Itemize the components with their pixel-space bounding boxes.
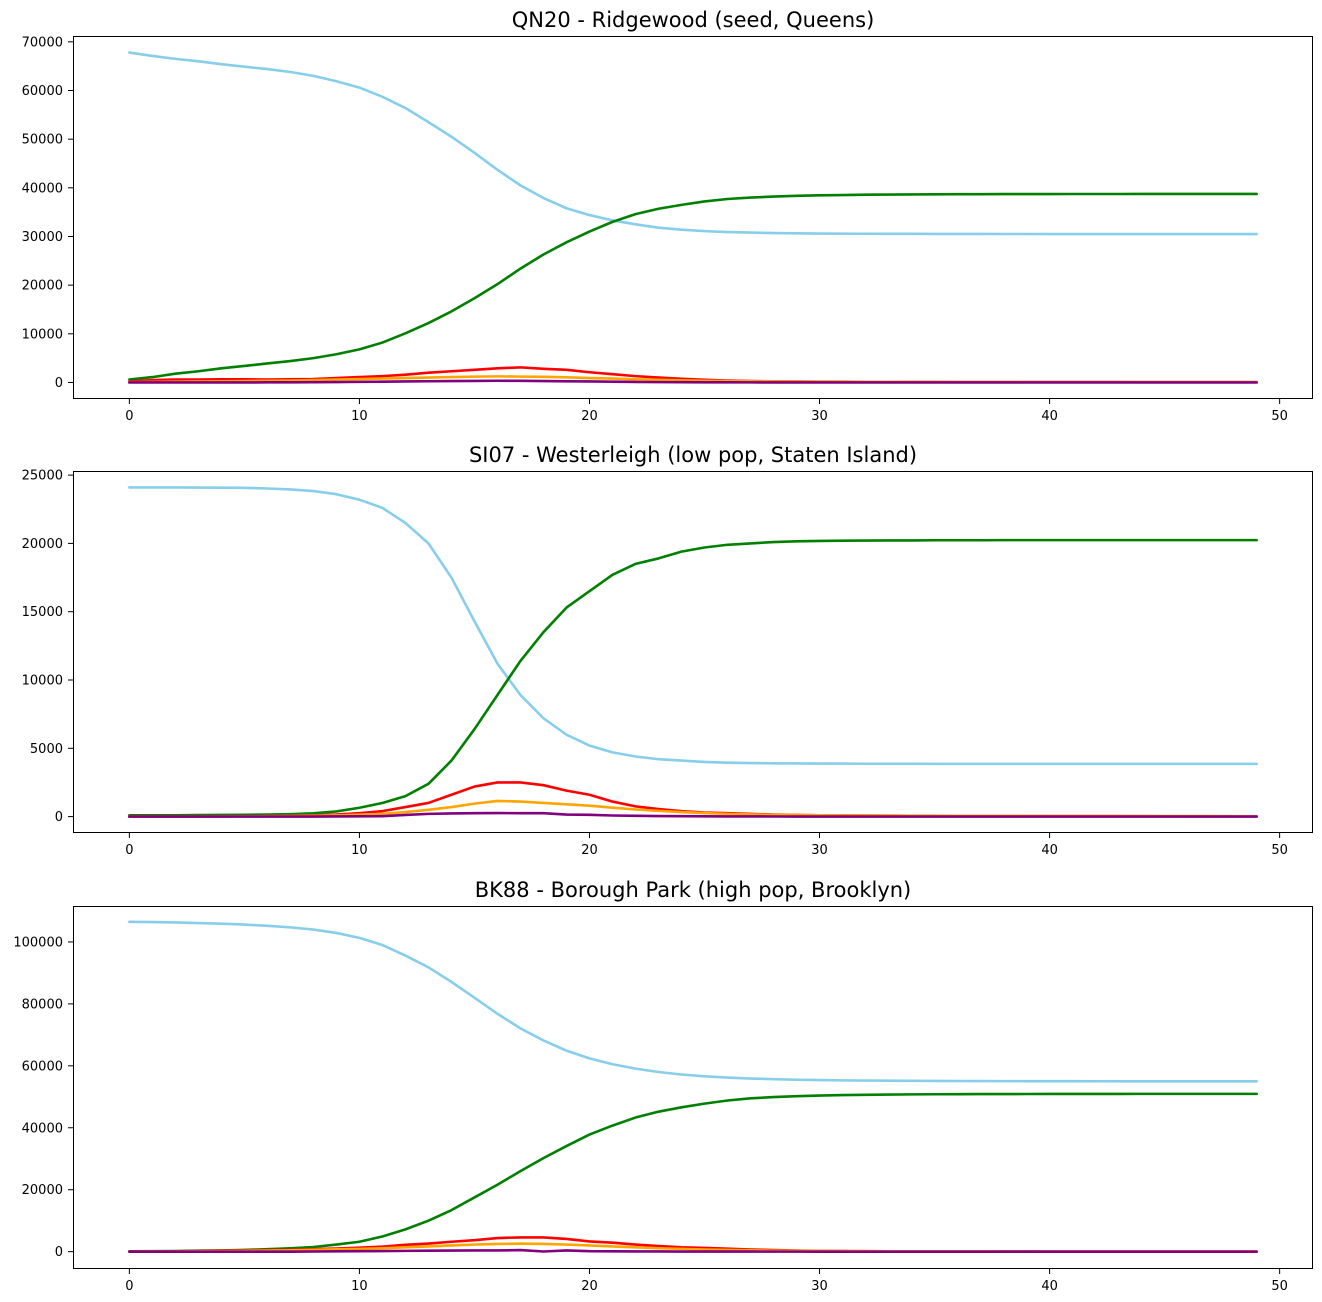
chart-panel-si07: SI07 - Westerleigh (low pop, Staten Isla… — [22, 443, 1313, 858]
x-tick-label: 0 — [125, 843, 133, 858]
y-tick-label: 70000 — [22, 35, 63, 50]
y-tick-label: 20000 — [22, 537, 63, 552]
chart-title: SI07 - Westerleigh (low pop, Staten Isla… — [469, 443, 917, 467]
series-line-purple — [128, 379, 1258, 384]
chart-panel-qn20: QN20 - Ridgewood (seed, Queens) 0 10 20 30 40… — [22, 8, 1313, 424]
series-group — [128, 486, 1258, 818]
y-tick-label: 80000 — [22, 997, 63, 1012]
x-tick-label: 20 — [581, 843, 598, 858]
y-tick-label: 60000 — [22, 1059, 63, 1074]
x-tick-label: 30 — [811, 1279, 828, 1294]
x-tick-label: 20 — [581, 1279, 598, 1294]
x-tick-label: 30 — [811, 843, 828, 858]
series-line-green — [128, 538, 1258, 817]
x-tick-label: 30 — [811, 409, 828, 424]
y-tick-label: 40000 — [22, 1121, 63, 1136]
x-tick-label: 0 — [125, 1279, 133, 1294]
y-tick-label: 25000 — [22, 469, 63, 484]
series-line-skyblue — [128, 51, 1258, 236]
series-line-purple — [128, 811, 1258, 818]
chart-title: BK88 - Borough Park (high pop, Brooklyn) — [475, 878, 912, 902]
x-tick-label: 20 — [581, 409, 598, 424]
y-tick-label: 10000 — [22, 327, 63, 342]
series-line-green — [128, 192, 1258, 381]
x-tick-label: 0 — [125, 409, 133, 424]
x-tick-label: 40 — [1041, 843, 1058, 858]
series-group — [128, 51, 1258, 384]
y-tick-label: 15000 — [22, 605, 63, 620]
y-tick-label: 5000 — [30, 742, 63, 757]
y-tick-label: 60000 — [22, 84, 63, 99]
x-tick-label: 50 — [1271, 1279, 1288, 1294]
chart-title: QN20 - Ridgewood (seed, Queens) — [512, 8, 875, 32]
series-line-skyblue — [128, 486, 1258, 766]
y-tick-label: 0 — [55, 810, 63, 825]
x-tick-label: 10 — [351, 1279, 368, 1294]
x-tick-label: 40 — [1041, 409, 1058, 424]
axes-frame — [73, 906, 1313, 1269]
axes-frame — [73, 471, 1313, 833]
x-tick-label: 50 — [1271, 843, 1288, 858]
y-tick-label: 20000 — [22, 1183, 63, 1198]
y-tick-label: 30000 — [22, 230, 63, 245]
y-tick-label: 0 — [55, 376, 63, 391]
axes-frame — [73, 36, 1313, 399]
x-tick-label: 10 — [351, 843, 368, 858]
series-line-green — [128, 1092, 1258, 1253]
y-tick-label: 40000 — [22, 181, 63, 196]
y-tick-label: 0 — [55, 1245, 63, 1260]
series-line-skyblue — [128, 920, 1258, 1083]
chart-panel-bk88: BK88 - Borough Park (high pop, Brooklyn)… — [13, 878, 1313, 1294]
x-tick-label: 50 — [1271, 409, 1288, 424]
y-tick-label: 100000 — [13, 935, 63, 950]
series-group — [128, 920, 1258, 1253]
series-line-purple — [128, 1248, 1258, 1253]
x-tick-label: 40 — [1041, 1279, 1058, 1294]
x-tick-label: 10 — [351, 409, 368, 424]
y-tick-label: 20000 — [22, 279, 63, 294]
y-tick-label: 50000 — [22, 133, 63, 148]
y-tick-label: 10000 — [22, 674, 63, 689]
